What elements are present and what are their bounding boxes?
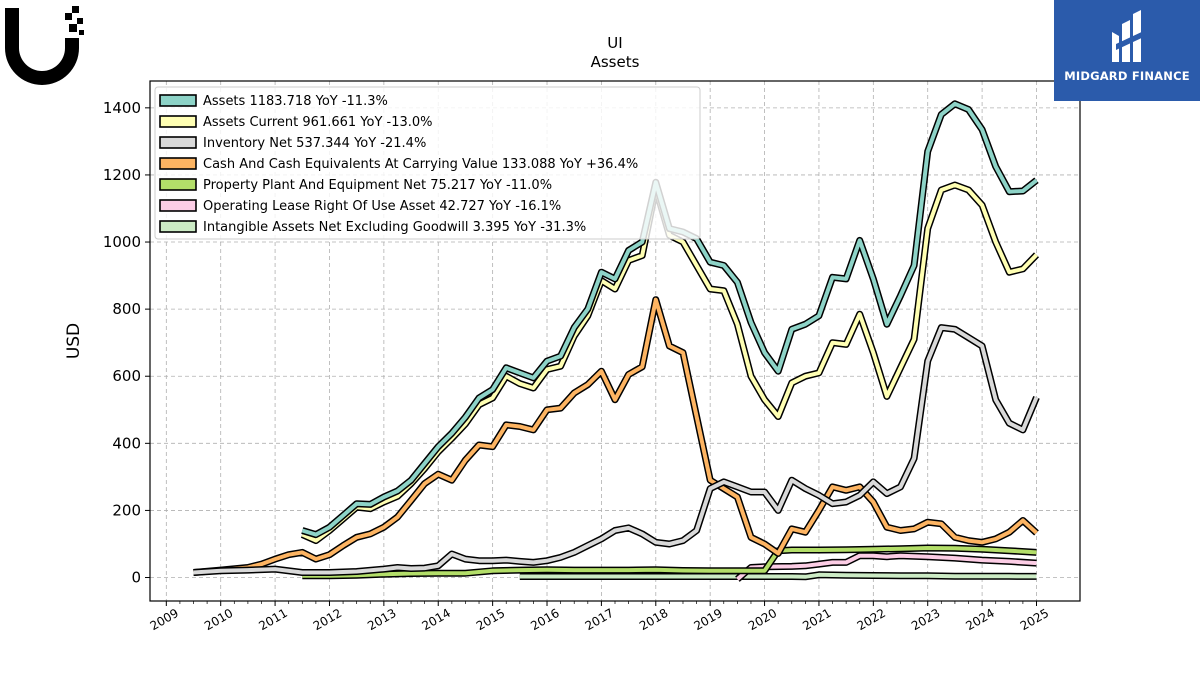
legend-swatch [159,199,197,212]
series-line [519,571,1037,581]
chart-subtitle: Assets [591,53,640,71]
legend-swatch [159,115,197,128]
x-tick-label: 2012 [311,606,344,633]
y-tick-label: 600 [112,367,141,385]
legend-entry: Property Plant And Equipment Net 75.217 … [203,178,552,193]
y-tick-label: 800 [112,300,141,318]
x-tick-label: 2017 [583,606,616,633]
chart-title: UI [607,34,622,52]
brand-name: MIDGARD FINANCE [1064,69,1190,83]
y-tick-label: 0 [131,569,141,587]
legend-box [154,86,701,240]
legend: Assets 1183.718 YoY -11.3% Assets Current… [154,86,701,240]
legend-swatch [159,136,197,149]
legend-entry: Inventory Net 537.344 YoY -21.4% [203,136,426,151]
x-tick-label: 2016 [528,606,561,633]
x-tick-label: 2024 [963,606,996,633]
series-stroke [519,572,1037,579]
y-tick-label: 200 [112,501,141,519]
legend-swatch [159,178,197,191]
x-tick-label: 2013 [365,606,398,633]
x-tick-label: 2025 [1018,606,1051,633]
series-stroke [736,553,1037,581]
x-tick-label: 2014 [420,606,453,633]
legend-swatch [159,94,197,107]
legend-entry: Assets 1183.718 YoY -11.3% [203,94,388,109]
x-tick-label: 2021 [800,606,833,633]
series-line [193,324,1040,576]
legend-entry: Intangible Assets Net Excluding Goodwill… [203,220,586,235]
x-tick-label: 2015 [474,606,507,633]
series-stroke [302,546,1037,578]
y-axis-label: USD [64,323,84,359]
x-tick-label: 2009 [148,606,181,633]
series-line [193,296,1039,576]
x-tick-label: 2011 [256,606,289,633]
midgard-finance-logo-icon [1112,10,1146,62]
series-stroke [193,297,1038,575]
legend-entry: Operating Lease Right Of Use Asset 42.72… [203,199,561,214]
x-tick-label: 2020 [746,606,779,633]
x-tick-label: 2018 [637,606,670,633]
x-axis: 2009 2010 2011 2012 2013 2014 2015 2016 2017 2018… [148,601,1051,633]
x-tick-label: 2019 [691,606,724,633]
y-axis: 0 200 400 600 800 1000 1200 1400 [103,99,150,587]
legend-swatch [159,157,197,170]
ubiquiti-u-logo-icon [5,6,84,85]
x-tick-label: 2022 [855,606,888,633]
midgard-finance-logo: MIDGARD FINANCE [1054,0,1200,101]
series-line [735,552,1037,582]
y-tick-label: 1200 [103,166,141,184]
legend-entry: Assets Current 961.661 YoY -13.0% [203,115,433,130]
legend-swatch [159,220,197,233]
y-tick-label: 400 [112,434,141,452]
y-tick-label: 1000 [103,233,141,251]
x-tick-label: 2010 [202,606,235,633]
y-tick-label: 1400 [103,99,141,117]
legend-entry: Cash And Cash Equivalents At Carrying Va… [203,157,638,172]
x-tick-label: 2023 [909,606,942,633]
series-stroke [193,325,1039,575]
series-line [302,544,1037,580]
